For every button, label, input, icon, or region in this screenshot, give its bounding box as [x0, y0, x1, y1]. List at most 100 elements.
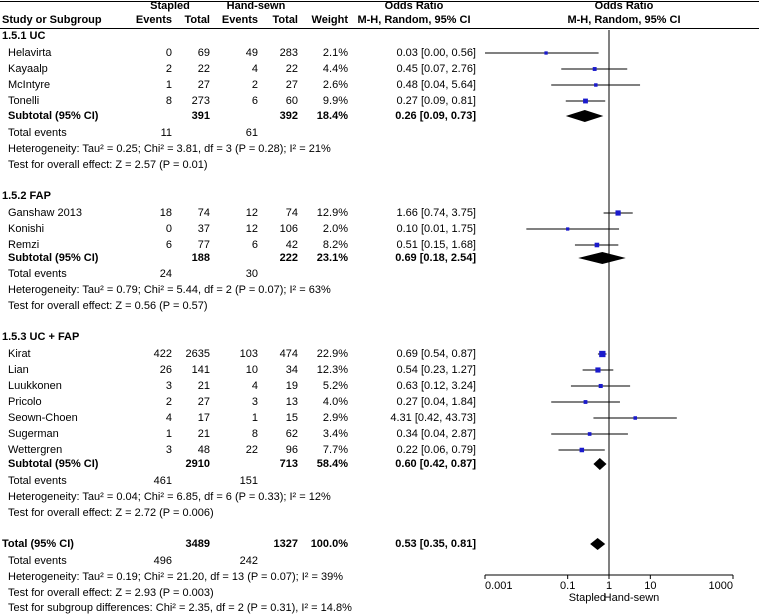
x-tick-label: 0.1 — [560, 580, 575, 592]
stapled-events: 18 — [159, 207, 172, 219]
stapled-total: 77 — [197, 239, 210, 251]
subtotal-label: Subtotal (95% CI) — [8, 458, 99, 470]
header-top-rule — [0, 1, 759, 2]
study-name: McIntyre — [8, 79, 51, 91]
handsewn-events: 103 — [239, 348, 258, 360]
pooled-estimate-diamond — [565, 110, 604, 122]
study-weight: 22.9% — [316, 348, 348, 360]
subtotal-handsewn-total: 713 — [279, 458, 298, 470]
study-point-estimate — [566, 227, 570, 231]
stapled-total: 74 — [197, 207, 210, 219]
handsewn-total: 34 — [285, 364, 298, 376]
stapled-events: 4 — [165, 412, 172, 424]
handsewn-total: 60 — [285, 95, 298, 107]
header-bottom-rule — [0, 28, 759, 29]
study-point-estimate — [598, 383, 603, 389]
handsewn-events: 49 — [245, 47, 258, 59]
handsewn-total: 42 — [285, 239, 298, 251]
study-odds-ratio: 0.22 [0.06, 0.79] — [396, 444, 476, 456]
study-weight: 4.4% — [322, 63, 348, 75]
stapled-total: 48 — [197, 444, 210, 456]
total-events-stapled: 11 — [160, 127, 172, 139]
study-name: Konishi — [8, 223, 45, 235]
subtotal-odds-ratio: 0.60 [0.42, 0.87] — [395, 458, 476, 470]
handsewn-events: 6 — [251, 239, 258, 251]
grand-total-label: Total (95% CI) — [2, 538, 74, 550]
study-weight: 12.3% — [316, 364, 348, 376]
subtotal-stapled-total: 188 — [191, 252, 210, 264]
study-name: Helavirta — [8, 47, 52, 59]
plot-title: Odds Ratio — [594, 0, 654, 12]
study-point-estimate — [615, 210, 621, 216]
grand-total-weight: 100.0% — [310, 538, 348, 550]
study-name: Remzi — [8, 239, 40, 251]
study-name: Seown-Choen — [8, 412, 78, 424]
study-point-estimate — [579, 447, 585, 453]
odds-ratio-header: Odds Ratio — [384, 0, 444, 12]
study-odds-ratio: 0.03 [0.00, 0.56] — [396, 47, 476, 59]
total-events-label: Total events — [8, 475, 67, 487]
x-tick-label: 1000 — [709, 580, 733, 592]
handsewn-events: 4 — [251, 63, 258, 75]
handsewn-events: 6 — [251, 95, 258, 107]
subgroup-heading: 1.5.2 FAP — [2, 190, 51, 202]
study-odds-ratio: 0.27 [0.09, 0.81] — [396, 95, 476, 107]
study-column-header: Study or Subgroup — [2, 14, 102, 26]
handsewn-total: 19 — [285, 380, 298, 392]
subgroup-differences-text: Test for subgroup differences: Chi² = 2.… — [8, 602, 352, 614]
stapled-events: 2 — [165, 63, 172, 75]
study-point-estimate — [595, 367, 601, 373]
heterogeneity-text: Heterogeneity: Tau² = 0.79; Chi² = 5.44,… — [8, 284, 331, 296]
stapled-events: 6 — [165, 239, 172, 251]
grand-total-events-label: Total events — [8, 555, 67, 567]
stapled-total: 141 — [191, 364, 210, 376]
study-name: Ganshaw 2013 — [8, 207, 82, 219]
subtotal-odds-ratio: 0.69 [0.18, 2.54] — [395, 252, 476, 264]
study-weight: 2.6% — [322, 79, 348, 91]
handsewn-events: 22 — [245, 444, 258, 456]
subtotal-weight: 58.4% — [316, 458, 348, 470]
grand-total-events-handsewn: 242 — [239, 555, 258, 567]
study-odds-ratio: 4.31 [0.42, 43.73] — [390, 412, 476, 424]
pooled-estimate-diamond — [590, 538, 606, 550]
study-odds-ratio: 0.27 [0.04, 1.84] — [396, 396, 476, 408]
subtotal-label: Subtotal (95% CI) — [8, 252, 99, 264]
stapled-total: 37 — [197, 223, 210, 235]
stapled-total: 17 — [197, 412, 210, 424]
study-point-estimate — [583, 98, 588, 104]
stapled-events: 422 — [153, 348, 172, 360]
handsewn-total: 15 — [285, 412, 298, 424]
overall-effect-text: Test for overall effect: Z = 2.57 (P = 0… — [8, 159, 208, 171]
x-tick-label: 10 — [644, 580, 656, 592]
handsewn-events: 1 — [251, 412, 258, 424]
study-odds-ratio: 0.69 [0.54, 0.87] — [396, 348, 476, 360]
favours-left-label: Stapled — [569, 592, 606, 604]
study-weight: 2.9% — [322, 412, 348, 424]
handsewn-events: 2 — [251, 79, 258, 91]
stapled-events: 26 — [159, 364, 172, 376]
study-point-estimate — [594, 242, 600, 248]
handsewn-total: 13 — [285, 396, 298, 408]
total-events-label: Total events — [8, 268, 67, 280]
handsewn-total: 22 — [285, 63, 298, 75]
study-weight: 7.7% — [322, 444, 348, 456]
weight-column-header: Weight — [311, 14, 348, 26]
study-weight: 12.9% — [316, 207, 348, 219]
stapled-total: 27 — [197, 79, 210, 91]
study-odds-ratio: 0.10 [0.01, 1.75] — [396, 223, 476, 235]
x-tick-label: 1 — [606, 580, 612, 592]
total-events-handsewn: 61 — [245, 127, 258, 139]
study-name: Sugerman — [8, 428, 59, 440]
study-point-estimate — [587, 432, 592, 436]
group1-header: Stapled — [150, 0, 190, 12]
study-odds-ratio: 0.48 [0.04, 5.64] — [396, 79, 476, 91]
subtotal-weight: 18.4% — [316, 110, 348, 122]
pooled-estimate-diamond — [578, 252, 626, 264]
study-odds-ratio: 0.63 [0.12, 3.24] — [396, 380, 476, 392]
stapled-events: 3 — [165, 444, 172, 456]
plot-method-header: M-H, Random, 95% CI — [567, 14, 681, 26]
handsewn-events: 4 — [251, 380, 258, 392]
grand-overall-effect-text: Test for overall effect: Z = 2.93 (P = 0… — [8, 587, 214, 599]
subtotal-handsewn-total: 392 — [279, 110, 298, 122]
